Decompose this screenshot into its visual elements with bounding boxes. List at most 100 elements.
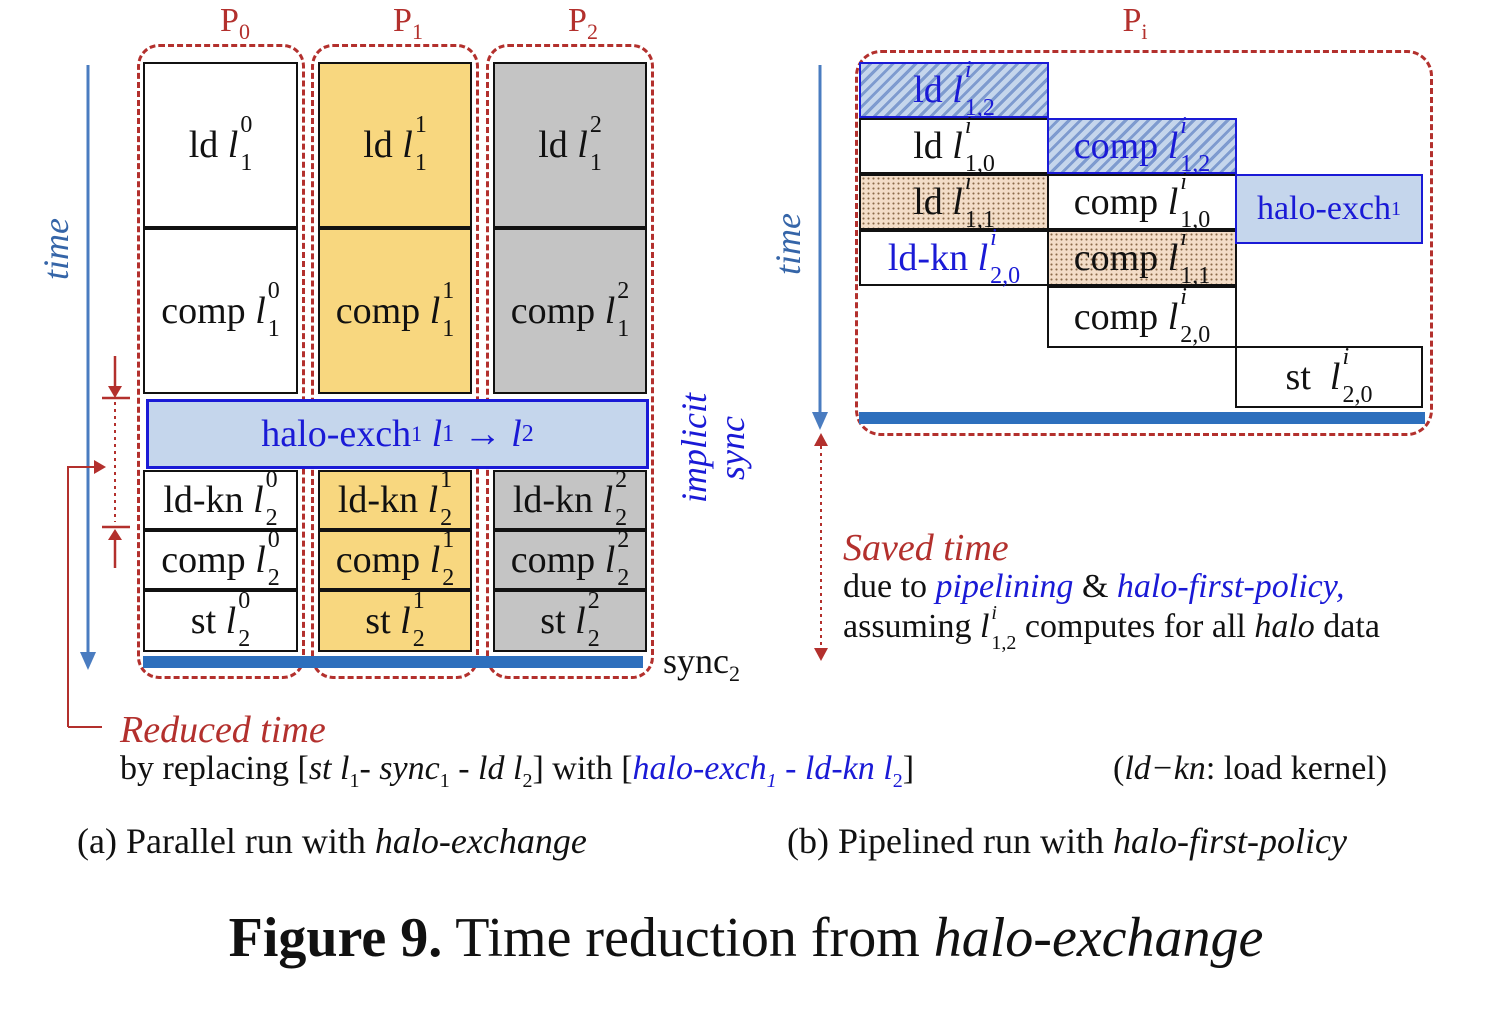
text: : load kernel): [1205, 750, 1388, 787]
text: (: [1113, 750, 1125, 787]
var: l: [602, 479, 614, 521]
var-scripts: i 1,2: [1180, 114, 1210, 176]
halo-label: halo-exch: [261, 413, 412, 455]
sup: i: [1180, 284, 1187, 310]
op-label: comp: [161, 290, 246, 332]
cell-comp-l11: comp l i 1,1: [1047, 226, 1237, 289]
processor-label-p0: P0: [195, 2, 275, 42]
halo-label: halo-exch: [1256, 190, 1392, 227]
op-label: ld: [913, 125, 943, 167]
sub: 2: [892, 769, 903, 792]
sup: 1: [442, 527, 455, 553]
op-label: comp: [335, 539, 421, 581]
text: (a) Parallel run with: [77, 821, 375, 861]
sub: 1,0: [964, 151, 995, 177]
time-axis-arrow: [80, 65, 96, 670]
sub: 1: [240, 150, 253, 176]
sub: 2: [615, 505, 628, 531]
text: ] with [: [532, 750, 633, 787]
sup: i: [991, 602, 997, 625]
sub: 1,0: [1180, 207, 1211, 233]
var-scripts: i 1,0: [965, 114, 995, 176]
var-scripts: i 2,0: [990, 226, 1020, 288]
sub: 1: [439, 769, 450, 792]
cell-ldkn-l20: ld-kn l i 2,0: [859, 226, 1049, 288]
sync-sub: 2: [729, 661, 740, 687]
op-label: st: [1285, 356, 1311, 398]
var: l: [431, 413, 443, 455]
sup: 2: [615, 467, 628, 493]
sync-word: sync: [663, 641, 729, 681]
processor-sub: 1: [411, 18, 423, 44]
op-label: ld-kn: [163, 479, 244, 521]
sync2-label: sync2: [663, 640, 740, 685]
op-label: comp: [510, 290, 596, 332]
sub: 2: [265, 505, 278, 531]
op-label: comp: [1073, 237, 1159, 279]
saved-time-marker: [814, 433, 828, 661]
time-label-right: time: [758, 213, 818, 275]
var-scripts: i 2,0: [1180, 285, 1210, 347]
text-em: halo-exchange: [374, 821, 587, 861]
var: l: [511, 413, 522, 455]
processor-label-p2: P2: [543, 2, 623, 42]
sup: i: [1342, 344, 1350, 370]
op-label: comp: [1073, 125, 1159, 167]
cell-ld-l11: ld l i 1,1: [859, 170, 1049, 232]
var-scripts: i 1,1: [965, 170, 995, 232]
text: data: [1314, 608, 1380, 645]
sub: 1,2: [1180, 151, 1211, 177]
var-scripts: i 1,2: [965, 58, 995, 120]
sup: 1: [414, 112, 427, 138]
cell-ld-l12: ld l i 1,2: [859, 58, 1049, 120]
var: l: [255, 539, 266, 581]
op-label: ld: [363, 124, 393, 166]
ldkn-legend: (ld−kn: load kernel): [1113, 750, 1387, 788]
op-label: ld: [913, 181, 943, 223]
sup: 1: [442, 278, 455, 304]
text: ]: [902, 750, 915, 787]
processor-label-pi: Pi: [1095, 2, 1175, 42]
var: l: [1167, 237, 1179, 279]
var: l: [402, 124, 413, 166]
var: l: [255, 290, 266, 332]
sub: 1: [442, 316, 455, 342]
saved-time-line1: due to pipelining & halo-first-policy,: [843, 568, 1344, 606]
cell-comp-l10: comp l i 1,0: [1047, 170, 1237, 233]
sup: i: [964, 57, 972, 83]
var: l: [575, 600, 586, 642]
sub: 2: [440, 505, 453, 531]
op-label: ld: [913, 69, 943, 111]
halo-term: halo: [1254, 608, 1315, 645]
text-em: halo-first-policy: [1112, 821, 1347, 861]
var: l: [952, 69, 963, 111]
var: l: [429, 539, 441, 581]
sub: 1,1: [1180, 263, 1211, 289]
caption-a: (a) Parallel run with halo-exchange: [77, 820, 587, 862]
halo-first-term: halo-first-policy,: [1116, 568, 1345, 605]
var: l: [952, 125, 963, 167]
sup: i: [990, 225, 997, 251]
sub: 2: [442, 565, 455, 591]
text-em: halo-exchange: [933, 907, 1264, 969]
processor-sub: i: [1141, 18, 1148, 44]
op-label: ld: [538, 124, 568, 166]
cell-comp-l20: comp l i 2,0: [1047, 285, 1237, 348]
